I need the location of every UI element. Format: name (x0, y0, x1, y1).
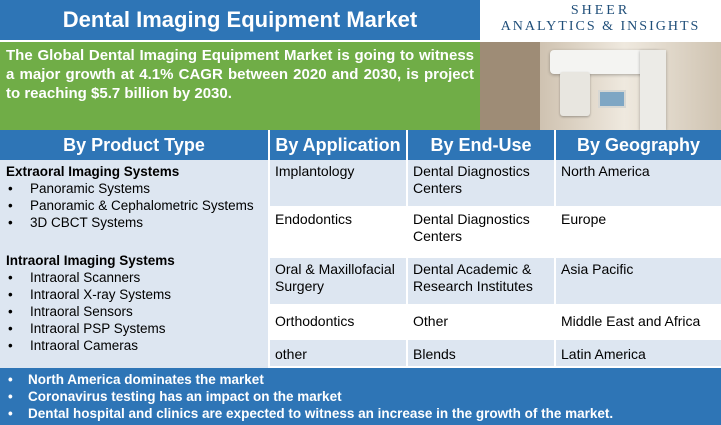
photo-wall (480, 42, 540, 130)
intraoral-title: Intraoral Imaging Systems (6, 253, 175, 268)
geography-cell: Middle East and Africa (556, 306, 721, 340)
finding-item: North America dominates the market (6, 371, 715, 388)
header-geography: By Geography (576, 134, 701, 155)
segment-headers: By Product Type By Application By End-Us… (0, 130, 721, 160)
list-item: Panoramic & Cephalometric Systems (6, 197, 262, 214)
key-findings: North America dominates the market Coron… (0, 368, 721, 425)
extraoral-list: Panoramic Systems Panoramic & Cephalomet… (6, 180, 262, 231)
application-cell: Implantology (270, 160, 408, 208)
product-type-column: Extraoral Imaging Systems Panoramic Syst… (0, 160, 270, 368)
list-item: Panoramic Systems (6, 180, 262, 197)
extraoral-title: Extraoral Imaging Systems (6, 164, 180, 179)
photo-machine-panel (598, 90, 626, 108)
application-cell: Oral & Maxillofacial Surgery (270, 258, 408, 306)
photo-machine-head (560, 72, 590, 116)
header-end-use: By End-Use (408, 130, 556, 160)
application-cell: Orthodontics (270, 306, 408, 340)
list-item: Intraoral Cameras (6, 337, 262, 354)
geography-cell: Latin America (556, 340, 721, 368)
list-item: Intraoral PSP Systems (6, 320, 262, 337)
photo-machine-column (640, 50, 666, 130)
application-cell: Endodontics (270, 208, 408, 258)
end-use-cell: Dental Academic & Research Institutes (408, 258, 556, 306)
finding-item: Dental hospital and clinics are expected… (6, 405, 715, 422)
geography-cell: Europe (556, 208, 721, 258)
dental-equipment-photo (480, 42, 721, 130)
application-cell: other (270, 340, 408, 368)
list-item: 3D CBCT Systems (6, 214, 262, 231)
market-summary: The Global Dental Imaging Equipment Mark… (0, 42, 480, 130)
brand-logo: SHEER ANALYTICS & INSIGHTS (480, 0, 721, 42)
header-application: By Application (270, 130, 408, 160)
segment-grid: Extraoral Imaging Systems Panoramic Syst… (0, 160, 721, 368)
end-use-cell: Dental Diagnostics Centers (408, 208, 556, 258)
list-item: Intraoral Sensors (6, 303, 262, 320)
header-product-type: By Product Type (0, 130, 270, 160)
brand-line1: SHEER (570, 3, 631, 18)
intraoral-list: Intraoral Scanners Intraoral X-ray Syste… (6, 269, 262, 354)
geography-cell: Asia Pacific (556, 258, 721, 306)
list-item: Intraoral Scanners (6, 269, 262, 286)
page-title: Dental Imaging Equipment Market (0, 0, 480, 42)
end-use-cell: Other (408, 306, 556, 340)
end-use-cell: Dental Diagnostics Centers (408, 160, 556, 208)
end-use-cell: Blends (408, 340, 556, 368)
list-item: Intraoral X-ray Systems (6, 286, 262, 303)
finding-item: Coronavirus testing has an impact on the… (6, 388, 715, 405)
brand-line2: ANALYTICS & INSIGHTS (500, 19, 701, 34)
geography-cell: North America (556, 160, 721, 208)
